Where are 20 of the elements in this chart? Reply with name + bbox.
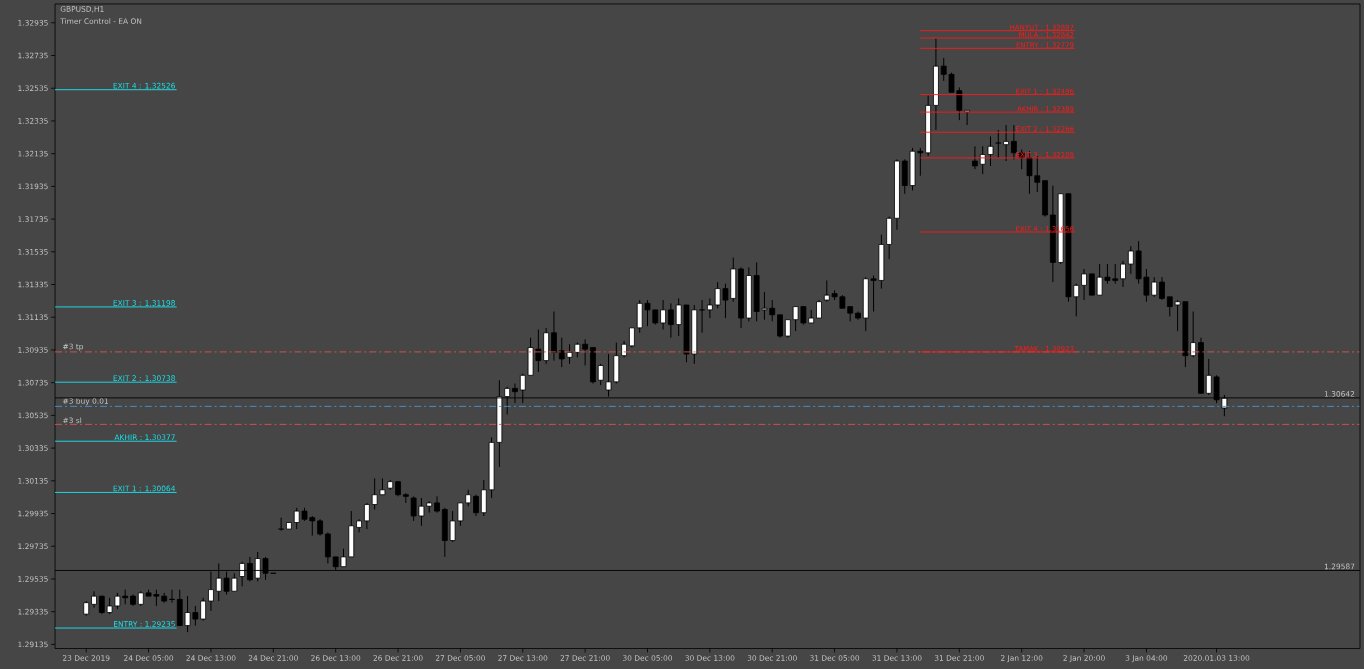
candlestick (994, 129, 1002, 159)
candlestick (1010, 124, 1017, 160)
candlestick (1003, 124, 1009, 162)
candlestick (597, 363, 604, 386)
candlestick (660, 299, 666, 330)
candlestick (277, 516, 285, 531)
candlestick (629, 327, 635, 348)
candlestick (324, 531, 331, 564)
candlestick (1120, 260, 1126, 288)
candlestick (698, 299, 706, 334)
candlestick (1081, 268, 1087, 301)
candlestick (1159, 276, 1165, 301)
candlestick (972, 145, 978, 170)
candlestick (777, 314, 783, 338)
candlestick (667, 302, 674, 338)
candlestick (582, 338, 589, 366)
candlestick (473, 494, 479, 517)
candlestick (551, 310, 557, 361)
candlestick (363, 502, 370, 530)
candlestick (706, 297, 713, 319)
